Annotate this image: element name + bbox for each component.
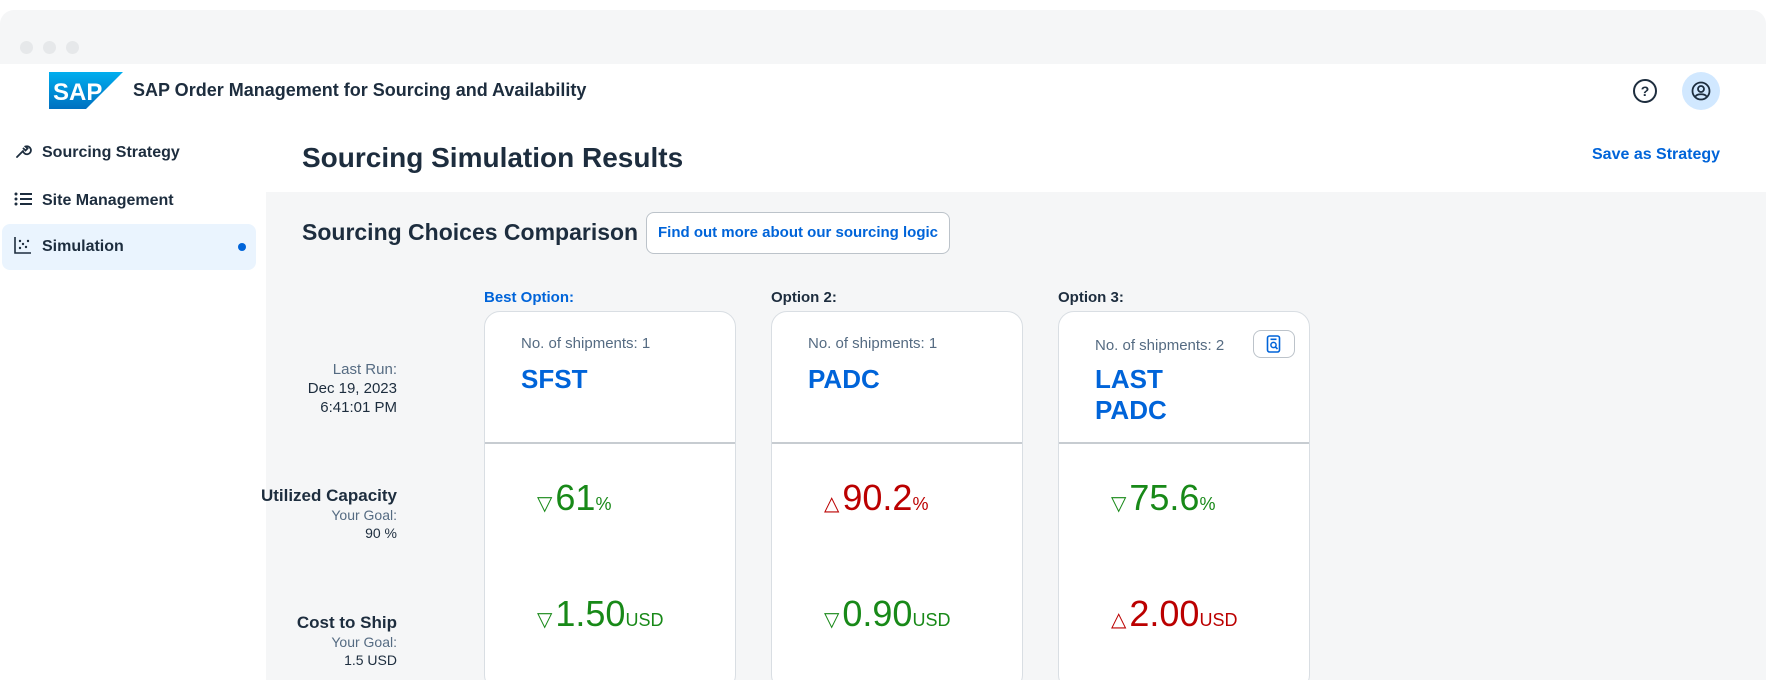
shipments-count: No. of shipments: 1 bbox=[521, 335, 651, 352]
cost-metric: △ 2.00 USD bbox=[1111, 593, 1237, 635]
app-title: SAP Order Management for Sourcing and Av… bbox=[133, 80, 587, 100]
metric-unit: % bbox=[912, 494, 929, 514]
cost-metric: ▽ 1.50 USD bbox=[537, 593, 663, 635]
nav-label: Site Management bbox=[42, 192, 174, 209]
capacity-goal-value: 90 % bbox=[365, 525, 397, 541]
last-run-time: 6:41:01 PM bbox=[320, 399, 397, 416]
card-header: No. of shipments: 1 PADC bbox=[772, 312, 1022, 444]
metric-value: 61 bbox=[555, 477, 596, 518]
document-search-icon bbox=[1266, 335, 1281, 353]
last-run-label: Last Run: bbox=[332, 361, 397, 378]
shipments-count: No. of shipments: 2 bbox=[1095, 337, 1225, 354]
metric-unit: % bbox=[1199, 494, 1216, 514]
cost-label: Cost to Ship bbox=[296, 613, 397, 632]
nav-item-site-management[interactable]: Site Management bbox=[2, 178, 256, 224]
shell-bar: SAP SAP Order Management for Sourcing an… bbox=[0, 64, 1766, 126]
nav-label: Sourcing Strategy bbox=[42, 144, 180, 161]
section-title: Sourcing Choices Comparison bbox=[302, 219, 639, 245]
scatter-chart-icon bbox=[10, 236, 36, 259]
nav-item-simulation[interactable]: Simulation bbox=[2, 224, 256, 270]
trend-down-icon: ▽ bbox=[824, 609, 840, 631]
site-list: LAST PADC bbox=[1095, 364, 1167, 426]
details-button[interactable] bbox=[1253, 330, 1295, 358]
metric-unit: USD bbox=[625, 610, 664, 630]
page-header: Sourcing Simulation Results Save as Stra… bbox=[266, 126, 1766, 192]
capacity-label: Utilized Capacity bbox=[260, 486, 397, 505]
shipments-count: No. of shipments: 1 bbox=[808, 335, 938, 352]
nav-item-sourcing-strategy[interactable]: Sourcing Strategy bbox=[2, 130, 256, 176]
trend-up-icon: △ bbox=[1111, 609, 1127, 631]
site-name: LAST bbox=[1095, 364, 1163, 394]
nav-label: Simulation bbox=[42, 238, 124, 255]
window-maximize-dot[interactable] bbox=[66, 41, 79, 54]
trend-down-icon: ▽ bbox=[537, 609, 553, 631]
metric-value: 90.2 bbox=[842, 477, 913, 518]
trend-down-icon: ▽ bbox=[1111, 493, 1127, 515]
metric-unit: % bbox=[595, 494, 612, 514]
last-run-date: Dec 19, 2023 bbox=[307, 380, 397, 397]
cost-goal-label: Your Goal: bbox=[331, 634, 397, 650]
card-header: No. of shipments: 1 SFST bbox=[485, 312, 735, 444]
metric-value: 0.90 bbox=[842, 593, 913, 634]
option-2-header: Option 2: bbox=[771, 289, 837, 306]
site-name: PADC bbox=[1095, 395, 1167, 425]
help-icon[interactable]: ? bbox=[1633, 79, 1657, 103]
capacity-metric: ▽ 61 % bbox=[537, 477, 611, 519]
sap-logo[interactable]: SAP bbox=[49, 72, 123, 109]
capacity-metric: △ 90.2 % bbox=[824, 477, 928, 519]
window-controls bbox=[20, 41, 79, 54]
wrench-icon bbox=[10, 142, 36, 165]
cost-metric: ▽ 0.90 USD bbox=[824, 593, 950, 635]
card-header: No. of shipments: 2 LAST PADC bbox=[1059, 312, 1309, 444]
list-icon bbox=[10, 191, 36, 212]
cost-goal-value: 1.5 USD bbox=[344, 652, 397, 668]
window-chrome bbox=[0, 10, 1766, 64]
option-card-3[interactable]: No. of shipments: 2 LAST PADC ▽ 75.6 % △… bbox=[1058, 311, 1310, 680]
user-avatar-button[interactable] bbox=[1682, 72, 1720, 110]
cost-row-label: Cost to Ship Your Goal: 1.5 USD bbox=[182, 613, 397, 669]
capacity-row-label: Utilized Capacity Your Goal: 90 % bbox=[182, 486, 397, 542]
comparison-section: Sourcing Choices Comparison Find out mor… bbox=[261, 192, 1766, 680]
site-name: SFST bbox=[521, 364, 588, 394]
metric-unit: USD bbox=[912, 610, 951, 630]
last-run-info: Last Run: Dec 19, 2023 6:41:01 PM bbox=[182, 360, 397, 417]
user-icon bbox=[1691, 81, 1711, 101]
active-indicator-dot bbox=[238, 243, 246, 251]
sourcing-logic-button[interactable]: Find out more about our sourcing logic bbox=[646, 212, 950, 254]
option-1-header: Best Option: bbox=[484, 289, 574, 306]
option-3-header: Option 3: bbox=[1058, 289, 1124, 306]
capacity-metric: ▽ 75.6 % bbox=[1111, 477, 1215, 519]
metric-value: 75.6 bbox=[1129, 477, 1200, 518]
metric-value: 2.00 bbox=[1129, 593, 1200, 634]
page-title: Sourcing Simulation Results bbox=[302, 142, 684, 173]
metric-unit: USD bbox=[1199, 610, 1238, 630]
site-list: PADC bbox=[808, 364, 880, 395]
metric-value: 1.50 bbox=[555, 593, 626, 634]
side-navigation: Sourcing Strategy Site Management Simula… bbox=[0, 130, 265, 680]
window-close-dot[interactable] bbox=[20, 41, 33, 54]
svg-text:SAP: SAP bbox=[53, 79, 102, 106]
site-list: SFST bbox=[521, 364, 587, 395]
option-card-1[interactable]: No. of shipments: 1 SFST ▽ 61 % ▽ 1.50 U… bbox=[484, 311, 736, 680]
option-card-2[interactable]: No. of shipments: 1 PADC △ 90.2 % ▽ 0.90… bbox=[771, 311, 1023, 680]
window-minimize-dot[interactable] bbox=[43, 41, 56, 54]
trend-up-icon: △ bbox=[824, 493, 840, 515]
site-name: PADC bbox=[808, 364, 880, 394]
trend-down-icon: ▽ bbox=[537, 493, 553, 515]
capacity-goal-label: Your Goal: bbox=[331, 507, 397, 523]
save-as-strategy-button[interactable]: Save as Strategy bbox=[1592, 146, 1721, 163]
